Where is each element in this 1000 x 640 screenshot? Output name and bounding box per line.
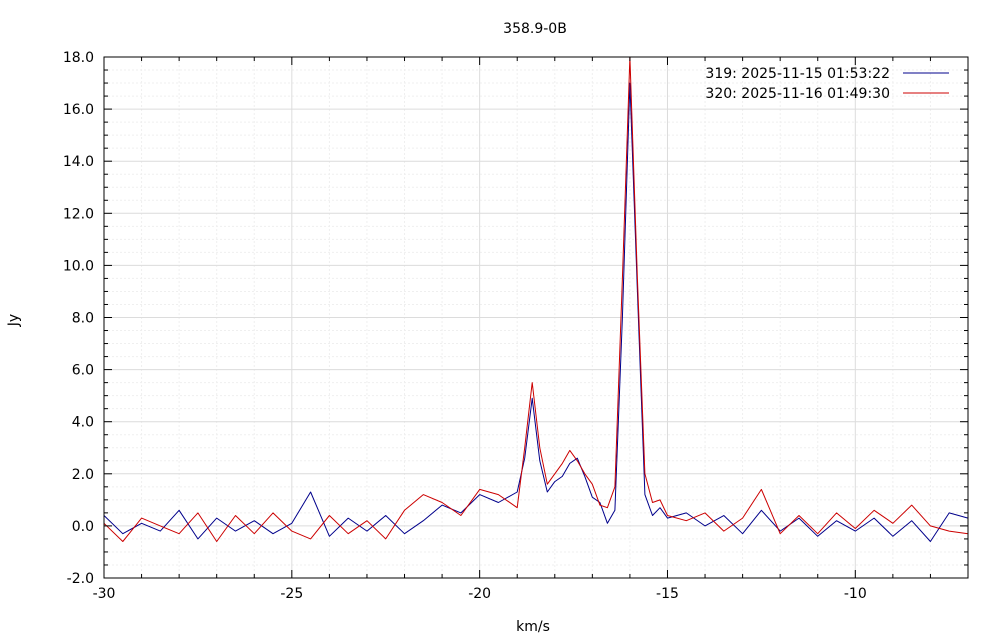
y-tick-label: -2.0 (67, 571, 94, 587)
legend-label-2: 320: 2025-11-16 01:49:30 (705, 86, 890, 102)
series-line-1 (103, 82, 969, 542)
grid (103, 56, 969, 579)
y-tick-label: 4.0 (72, 415, 94, 431)
y-tick-label: 2.0 (72, 467, 94, 483)
y-tick-label: 16.0 (63, 102, 94, 118)
series-lines (103, 56, 969, 542)
x-tick-label: -25 (280, 586, 303, 602)
tick-labels: -30 -25 -20 -15 -10 -2.0 0.0 2.0 4.0 6.0 8.0 10.0 12… (63, 50, 867, 602)
x-tick-label: -10 (844, 586, 867, 602)
x-tick-label: -15 (656, 586, 679, 602)
x-axis-label: km/s (516, 619, 550, 635)
x-tick-label: -30 (93, 586, 116, 602)
y-tick-label: 14.0 (63, 154, 94, 170)
y-tick-label: 12.0 (63, 206, 94, 222)
axis-ticks (103, 56, 969, 579)
y-tick-label: 6.0 (72, 363, 94, 379)
y-tick-label: 10.0 (63, 258, 94, 274)
y-tick-label: 8.0 (72, 311, 94, 327)
legend: 319: 2025-11-15 01:53:22 320: 2025-11-16 … (705, 66, 949, 102)
x-tick-label: -20 (468, 586, 491, 602)
y-axis-label: Jy (6, 314, 22, 327)
chart-title: 358.9-0B (503, 21, 567, 37)
y-tick-label: 0.0 (72, 519, 94, 535)
y-tick-label: 18.0 (63, 50, 94, 66)
series-line-2 (103, 56, 969, 542)
legend-label-1: 319: 2025-11-15 01:53:22 (705, 66, 890, 82)
